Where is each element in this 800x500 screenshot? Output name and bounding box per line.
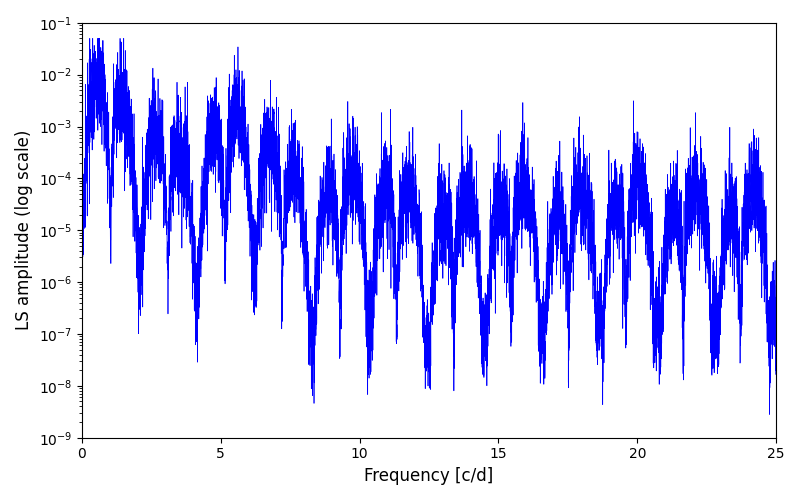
- X-axis label: Frequency [c/d]: Frequency [c/d]: [364, 467, 494, 485]
- Y-axis label: LS amplitude (log scale): LS amplitude (log scale): [15, 130, 33, 330]
